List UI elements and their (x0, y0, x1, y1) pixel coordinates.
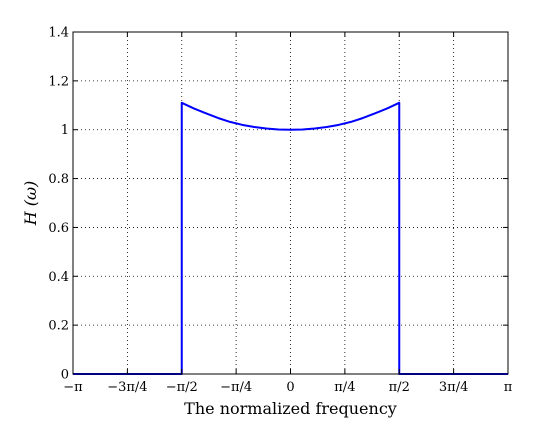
y-tick-label: 0.6 (48, 221, 69, 236)
x-tick-label: −3π/4 (107, 380, 147, 395)
y-tick-label: 0.2 (48, 319, 69, 334)
tick-marks (72, 31, 509, 375)
y-tick-label: 0.4 (48, 270, 69, 285)
x-tick-label: π/2 (389, 380, 410, 395)
y-tick-label: 0 (61, 368, 69, 383)
x-tick-label: 3π/4 (439, 380, 468, 395)
x-tick-label: −π (63, 380, 83, 395)
y-axis-title: H (ω) (21, 181, 40, 227)
plot-series (73, 101, 508, 375)
tick-labels: −π −3π/4 −π/2 −π/4 0 π/4 π/2 3π/4 π 0 0.2 0.4 0.6 0.8… (48, 26, 512, 396)
y-tick-label: 1.2 (48, 74, 69, 89)
x-tick-label: π (504, 380, 513, 395)
x-axis-title: The normalized frequency (184, 399, 397, 418)
y-tick-label: 0.8 (48, 172, 69, 187)
y-tick-label: 1.4 (48, 26, 69, 41)
series-line (73, 101, 508, 375)
x-tick-label: π/4 (334, 380, 355, 395)
y-tick-label: 1 (61, 123, 69, 138)
x-tick-label: −π/2 (166, 380, 198, 395)
x-tick-label: 0 (286, 380, 294, 395)
plot-frame (72, 31, 509, 375)
grid-lines (73, 32, 508, 374)
x-tick-label: −π/4 (220, 380, 252, 395)
